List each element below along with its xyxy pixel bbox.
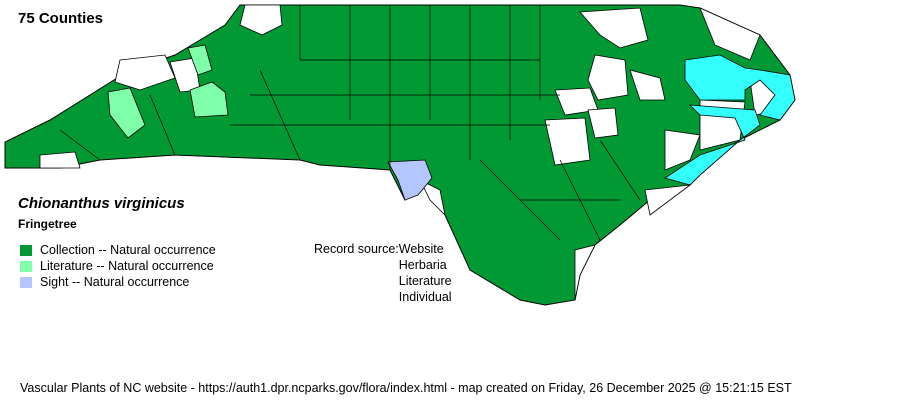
- legend: Collection -- Natural occurrence Literat…: [20, 242, 216, 290]
- legend-item-collection: Collection -- Natural occurrence: [20, 242, 216, 258]
- record-source-item: Individual: [398, 290, 452, 304]
- legend-item-literature: Literature -- Natural occurrence: [20, 258, 216, 274]
- literature-swatch: [20, 260, 32, 272]
- county-count: 75 Counties: [18, 10, 104, 27]
- sight-swatch: [20, 276, 32, 288]
- record-source-item: Herbaria: [398, 258, 447, 272]
- collection-swatch: [20, 244, 32, 256]
- legend-item-sight: Sight -- Natural occurrence: [20, 274, 216, 290]
- sight-county: [387, 159, 433, 201]
- legend-label: Sight -- Natural occurrence: [40, 275, 190, 289]
- legend-label: Literature -- Natural occurrence: [40, 259, 214, 273]
- record-source-item: Website: [398, 242, 444, 256]
- legend-label: Collection -- Natural occurrence: [40, 243, 216, 257]
- scientific-name: Chionanthus virginicus: [18, 195, 185, 212]
- common-name: Fringetree: [18, 217, 77, 231]
- record-source-label: Record source:: [314, 242, 399, 256]
- county-lines: [59, 5, 641, 241]
- sound-water: [664, 54, 796, 186]
- literature-counties: [107, 44, 229, 139]
- record-source: Record source: Website Herbaria Literatu…: [314, 242, 452, 306]
- footer-credit: Vascular Plants of NC website - https://…: [20, 381, 792, 395]
- no-record-counties: [39, 4, 781, 301]
- record-source-item: Literature: [398, 274, 452, 288]
